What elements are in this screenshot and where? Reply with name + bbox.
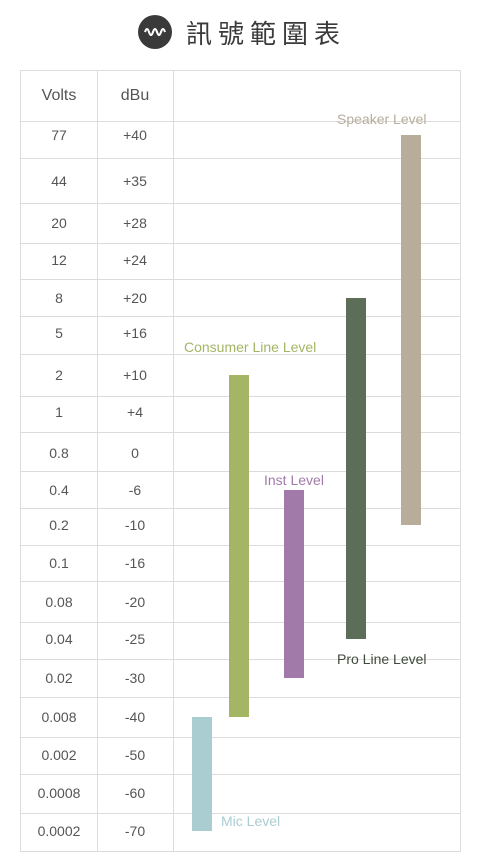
dbu-value: +10	[123, 367, 147, 383]
row-divider	[21, 737, 460, 738]
volts-value: 1	[55, 404, 63, 420]
volts-value: 0.08	[45, 594, 73, 610]
dbu-value: -50	[124, 747, 146, 763]
volts-value: 0.04	[45, 631, 73, 647]
dbu-value: -6	[128, 482, 142, 498]
dbu-value: +28	[123, 215, 147, 231]
dbu-value: 0	[131, 445, 139, 461]
volts-value: 77	[51, 127, 67, 143]
dbu-value: +4	[127, 404, 143, 420]
dbu-value: -10	[124, 517, 146, 533]
volts-value: 0.2	[49, 517, 69, 533]
dbu-value: -25	[124, 631, 146, 647]
volts-value: 44	[51, 173, 67, 189]
volts-value: 0.8	[49, 445, 69, 461]
row-divider	[21, 203, 460, 204]
range-bar-speaker-level	[401, 135, 421, 525]
volts-value: 0.0002	[37, 823, 81, 839]
range-bar-pro-line-level	[346, 298, 366, 639]
column-divider	[97, 71, 98, 851]
row-divider	[21, 243, 460, 244]
volts-value: 0.4	[49, 482, 69, 498]
dbu-value: +35	[123, 173, 147, 189]
series-label: Consumer Line Level	[184, 339, 317, 355]
volts-value: 20	[51, 215, 67, 231]
row-divider	[21, 158, 460, 159]
range-bar-mic-level	[192, 717, 212, 831]
volts-header: Volts	[41, 87, 77, 104]
row-divider	[21, 279, 460, 280]
series-label: Mic Level	[221, 813, 281, 829]
dbu-value: +24	[123, 252, 147, 268]
row-divider	[21, 121, 460, 122]
dbu-value: -70	[124, 823, 146, 839]
waveform-icon	[137, 15, 172, 49]
range-bar-inst-level	[284, 490, 304, 678]
volts-value: 0.0008	[37, 785, 81, 801]
dbu-value: -40	[124, 709, 146, 725]
dbu-value: -16	[124, 555, 146, 571]
page-header: 訊號範圍表	[0, 12, 484, 52]
series-label: Inst Level	[264, 472, 324, 488]
row-divider	[21, 354, 460, 355]
range-bar-consumer-line-level	[229, 375, 249, 717]
series-label: Speaker Level	[337, 111, 427, 127]
dbu-value: +40	[123, 127, 147, 143]
volts-value: 0.1	[49, 555, 69, 571]
volts-value: 2	[55, 367, 63, 383]
dbu-header: dBu	[120, 87, 150, 104]
dbu-value: +16	[123, 325, 147, 341]
volts-value: 8	[55, 290, 63, 306]
signal-range-chart: Volts dBu 77 +40 44 +35 20 +28 12 +24 8 +20 5 +16 2 +…	[20, 70, 461, 852]
column-divider	[173, 71, 174, 851]
volts-value: 0.008	[41, 709, 77, 725]
volts-value: 0.002	[41, 747, 77, 763]
volts-value: 12	[51, 252, 67, 268]
dbu-value: +20	[123, 290, 147, 306]
dbu-value: -60	[124, 785, 146, 801]
volts-value: 0.02	[45, 670, 73, 686]
dbu-value: -20	[124, 594, 146, 610]
row-divider	[21, 774, 460, 775]
page-title: 訊號範圍表	[185, 19, 346, 50]
series-label: Pro Line Level	[337, 651, 427, 667]
row-divider	[21, 316, 460, 317]
dbu-value: -30	[124, 670, 146, 686]
volts-value: 5	[55, 325, 63, 341]
row-divider	[21, 813, 460, 814]
